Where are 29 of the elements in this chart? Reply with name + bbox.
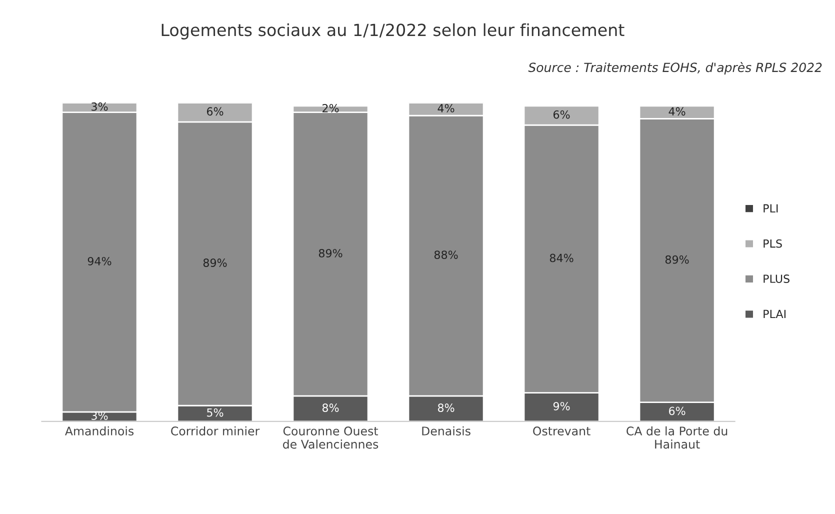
data-label: 8%	[322, 404, 339, 412]
data-label: 6%	[554, 110, 570, 119]
x-tick-label: Corridor minier	[171, 426, 260, 436]
x-tick-label: Ostrevant	[533, 426, 590, 436]
data-label: 5%	[207, 408, 224, 417]
x-tick-label: Amandinois	[64, 426, 134, 436]
legend-label: PLS	[764, 239, 782, 248]
chart-title: Logements sociaux au 1/1/2022 selon leur financement	[162, 23, 624, 40]
data-label: 3%	[92, 102, 108, 111]
data-label: 94%	[88, 256, 112, 266]
data-label: 88%	[434, 250, 458, 259]
x-tick-label: Couronne Ouest de Valenciennes	[283, 426, 378, 449]
data-label: 89%	[203, 258, 227, 267]
data-label: 9%	[553, 402, 570, 410]
data-label: 84%	[550, 254, 574, 262]
data-label: 2%	[322, 104, 339, 112]
data-label: 4%	[438, 104, 454, 112]
data-label: 6%	[206, 107, 224, 116]
legend-label: PLI	[764, 204, 778, 212]
source-note: Source : Traitements EOHS, d'après RPLS 2022	[528, 62, 822, 75]
data-label: 89%	[665, 255, 689, 264]
x-tick-label: Denaisis	[422, 426, 470, 436]
x-tick-label: CA de la Porte du Hainaut	[626, 426, 728, 449]
data-label: 6%	[669, 406, 686, 416]
data-label: 89%	[318, 248, 342, 258]
legend-label: PLUS	[764, 274, 790, 283]
legend-label: PLAI	[764, 310, 786, 318]
data-label: 4%	[668, 107, 686, 116]
data-label: 8%	[438, 404, 454, 412]
